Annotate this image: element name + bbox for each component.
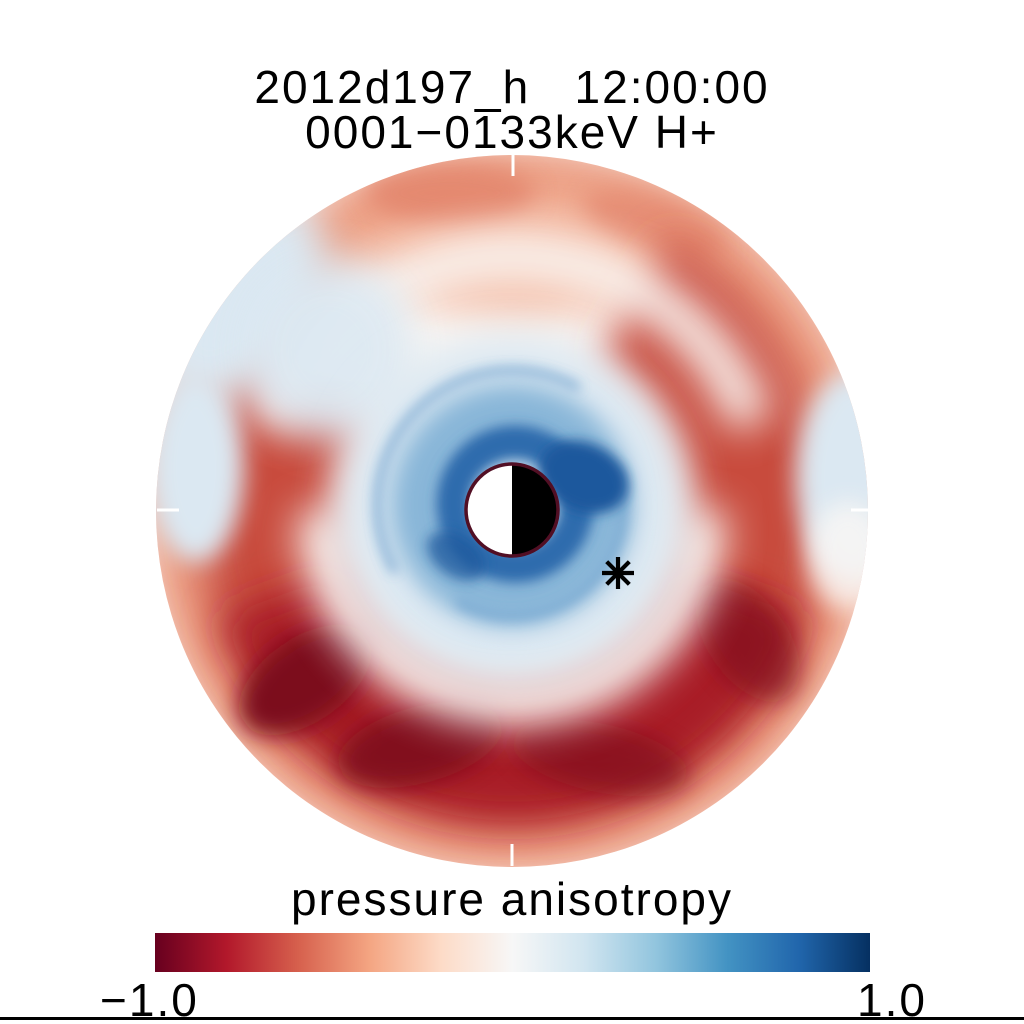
asterisk-marker <box>602 557 634 589</box>
field-north-patch-2 <box>583 189 727 261</box>
asterisk-arm-diagonal-2 <box>605 560 631 586</box>
field-core-blob-sw <box>427 531 485 581</box>
earth-symbol <box>464 462 560 558</box>
field-nw-gap-inner <box>245 260 415 440</box>
field-w-edge-gap <box>156 373 244 563</box>
plot-title: 2012d197_h 12:00:00 <box>254 61 770 113</box>
field-maroon-blob-sw <box>239 624 371 736</box>
colorbar-gradient <box>155 933 870 972</box>
colorbar-max-label: 1.0 <box>857 974 927 1024</box>
earth-nightside <box>512 464 558 556</box>
field-white-band-south <box>297 510 727 726</box>
field-swirl-arc-2 <box>454 465 627 620</box>
field-swirl-arc-1 <box>374 367 581 574</box>
colorbar-min-label: −1.0 <box>100 974 199 1024</box>
field-north-patch-1 <box>365 163 535 223</box>
bottom-border <box>0 1017 1024 1020</box>
earth-outline <box>464 462 560 558</box>
colorbar-label: pressure anisotropy <box>291 873 733 925</box>
field-maroon-blob-se <box>511 719 689 797</box>
field-core-blob-e <box>539 440 629 514</box>
colorbar <box>155 933 870 972</box>
field-maroon-blob-s <box>337 702 503 788</box>
cardinal-ticks <box>157 153 873 866</box>
field-e-notch-white <box>808 501 868 611</box>
field-maroon-blob-e <box>696 578 800 702</box>
plot-subtitle: 0001−0133keV H+ <box>305 106 719 158</box>
